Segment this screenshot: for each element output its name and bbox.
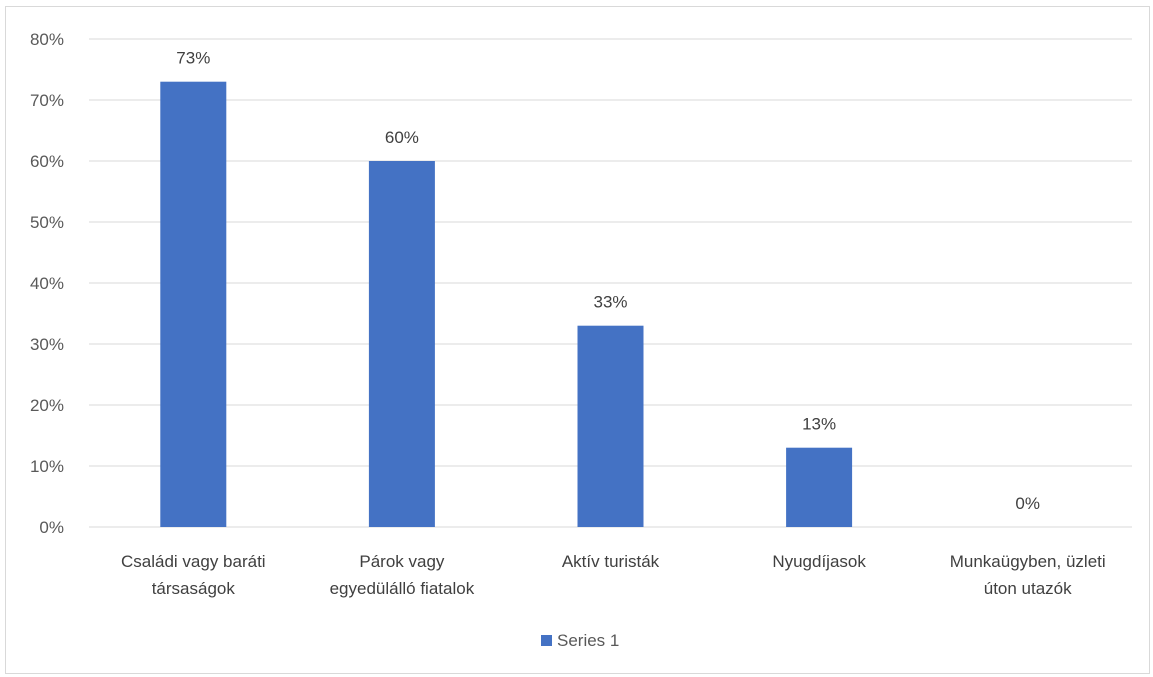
- y-tick-label: 20%: [30, 396, 64, 415]
- y-tick-label: 10%: [30, 457, 64, 476]
- x-category-label: Aktív turisták: [562, 552, 660, 571]
- bar: [577, 325, 644, 527]
- data-label: 73%: [176, 49, 210, 68]
- x-category-label: Családi vagy baráti: [121, 552, 266, 571]
- y-tick-label: 80%: [30, 30, 64, 49]
- x-category-label: társaságok: [152, 579, 236, 598]
- y-tick-label: 60%: [30, 152, 64, 171]
- x-category-label: Munkaügyben, üzleti: [950, 552, 1106, 571]
- bar: [786, 447, 853, 527]
- data-label: 13%: [802, 415, 836, 434]
- legend: Series 1: [541, 631, 619, 650]
- gridlines: [89, 38, 1132, 528]
- data-label: 60%: [385, 128, 419, 147]
- chart-frame: 0% 10% 20% 30% 40% 50% 60% 70% 80% 73% 60% 33% 13% 0…: [5, 6, 1150, 674]
- y-tick-label: 50%: [30, 213, 64, 232]
- bars: [160, 81, 853, 527]
- bar: [368, 161, 435, 527]
- data-label: 0%: [1015, 494, 1040, 513]
- x-category-label: Nyugdíjasok: [772, 552, 866, 571]
- bar-chart: 0% 10% 20% 30% 40% 50% 60% 70% 80% 73% 60% 33% 13% 0…: [30, 30, 1132, 650]
- y-tick-label: 70%: [30, 91, 64, 110]
- x-category-label: úton utazók: [984, 579, 1072, 598]
- x-category-label: Párok vagy: [359, 552, 445, 571]
- y-tick-label: 30%: [30, 335, 64, 354]
- data-label: 33%: [593, 293, 627, 312]
- bar: [160, 81, 227, 527]
- y-tick-label: 0%: [39, 518, 64, 537]
- data-labels: 73% 60% 33% 13% 0%: [176, 49, 1040, 513]
- legend-swatch-series-1: [541, 635, 552, 646]
- y-axis-tick-labels: 0% 10% 20% 30% 40% 50% 60% 70% 80%: [30, 30, 64, 537]
- legend-label-series-1: Series 1: [557, 631, 619, 650]
- y-tick-label: 40%: [30, 274, 64, 293]
- x-category-label: egyedülálló fiatalok: [330, 579, 475, 598]
- x-axis-category-labels: Családi vagy baráti társaságok Párok vagy e…: [121, 552, 1106, 598]
